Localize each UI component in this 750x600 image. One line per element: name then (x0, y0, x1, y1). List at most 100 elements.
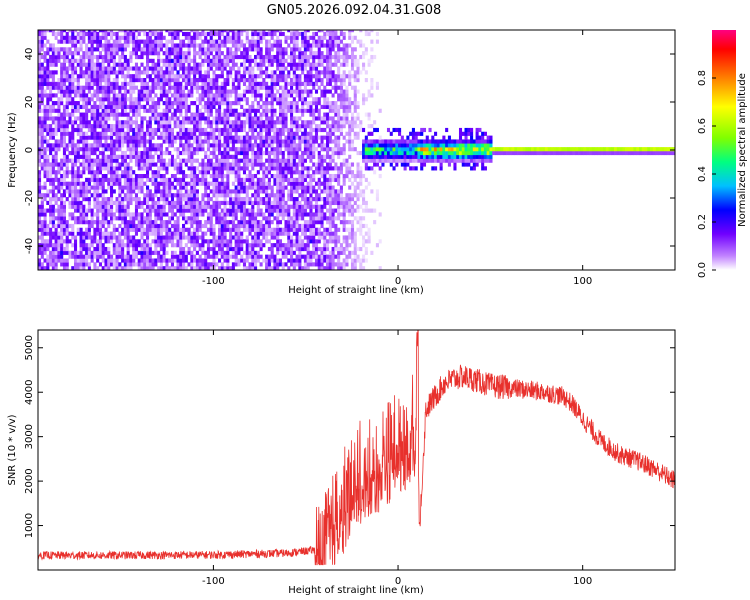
heatmap-cell (157, 62, 161, 67)
heatmap-cell (265, 139, 269, 144)
heatmap-cell (182, 266, 186, 270)
heatmap-cell (51, 254, 55, 259)
heatmap-cell (254, 158, 258, 163)
heatmap-cell (248, 174, 252, 179)
heatmap-cell (240, 254, 244, 259)
heatmap-cell (96, 143, 100, 148)
heatmap-cell (51, 108, 55, 113)
heatmap-cell (79, 120, 83, 125)
heatmap-cell (245, 150, 249, 156)
heatmap-cell (231, 35, 235, 40)
heatmap-cell (220, 158, 224, 163)
heatmap-cell (132, 154, 136, 159)
heatmap-cell (54, 216, 58, 221)
heatmap-cell (204, 78, 208, 83)
heatmap-cell (121, 139, 125, 144)
heatmap-cell (123, 235, 127, 240)
heatmap-cell (204, 54, 208, 60)
heatmap-cell (284, 35, 288, 40)
heatmap-cell (74, 262, 78, 267)
heatmap-cell (292, 135, 296, 140)
heatmap-cell (292, 166, 296, 171)
heatmap-cell (123, 31, 127, 37)
heatmap-cell (223, 81, 227, 86)
heatmap-cell (182, 62, 186, 67)
heatmap-cell (270, 200, 274, 206)
heatmap-cell (107, 70, 111, 75)
heatmap-cell (146, 158, 150, 163)
heatmap-cell (276, 147, 280, 152)
heatmap-cell (303, 227, 307, 232)
heatmap-cell (104, 208, 108, 213)
heatmap-cell (218, 243, 222, 248)
heatmap-cell (132, 143, 136, 148)
heatmap-cell (284, 177, 288, 182)
heatmap-cell (137, 185, 141, 190)
heatmap-cell (154, 235, 158, 240)
heatmap-cell (107, 166, 111, 171)
heatmap-cell (184, 120, 188, 125)
heatmap-cell (306, 258, 310, 263)
heatmap-cell (262, 223, 266, 229)
heatmap-cell (123, 216, 127, 221)
heatmap-cell (226, 81, 230, 86)
heatmap-cell (62, 174, 66, 179)
heatmap-cell (195, 250, 199, 255)
heatmap-cell (278, 78, 283, 83)
heatmap-cell (82, 124, 86, 129)
heatmap-cell (298, 266, 302, 270)
heatmap-cell (90, 212, 94, 217)
heatmap-cell (57, 116, 61, 121)
heatmap-cell (123, 62, 127, 67)
heatmap-cell (259, 104, 263, 110)
heatmap-cell (62, 223, 66, 229)
heatmap-cell (270, 243, 274, 248)
heatmap-cell (204, 39, 208, 44)
heatmap-cell (165, 162, 169, 167)
heatmap-cell (245, 208, 249, 213)
heatmap-cell (65, 58, 69, 63)
heatmap-cell (79, 243, 83, 248)
heatmap-cell (93, 189, 97, 194)
heatmap-cell (204, 127, 208, 133)
heatmap-cell (38, 174, 42, 179)
heatmap-cell (74, 216, 78, 221)
heatmap-cell (40, 81, 44, 86)
heatmap-cell (270, 47, 274, 52)
heatmap-cell (157, 266, 161, 270)
heatmap-cell (43, 158, 47, 163)
heatmap-cell (65, 51, 69, 56)
heatmap-cell (273, 243, 277, 248)
heatmap-cell (104, 116, 108, 121)
heatmap-cell (195, 89, 199, 94)
heatmap-cell (220, 101, 224, 106)
heatmap-cell (90, 166, 94, 171)
heatmap-cell (184, 147, 188, 152)
heatmap-cell (159, 158, 163, 163)
heatmap-cell (60, 212, 64, 217)
heatmap-cell (140, 135, 144, 140)
heatmap-cell (248, 127, 252, 133)
heatmap-cell (195, 104, 199, 110)
heatmap-cell (220, 243, 224, 248)
heatmap-cell (123, 43, 127, 48)
heatmap-cell (146, 231, 150, 236)
heatmap-cell (198, 220, 202, 225)
heatmap-cell (215, 66, 219, 71)
heatmap-cell (234, 208, 238, 213)
heatmap-cell (265, 131, 269, 136)
heatmap-cell (168, 139, 172, 144)
heatmap-cell (176, 181, 180, 186)
heatmap-cell (148, 127, 152, 133)
heatmap-cell (301, 170, 305, 175)
heatmap-cell (201, 243, 205, 248)
heatmap-cell (65, 143, 69, 148)
heatmap-cell (256, 93, 260, 98)
heatmap-cell (107, 231, 111, 236)
heatmap-cell (182, 31, 186, 37)
heatmap-cell (218, 181, 222, 186)
heatmap-cell (68, 239, 72, 244)
heatmap-cell (179, 58, 183, 63)
heatmap-cell (146, 223, 150, 229)
heatmap-cell (245, 120, 249, 125)
